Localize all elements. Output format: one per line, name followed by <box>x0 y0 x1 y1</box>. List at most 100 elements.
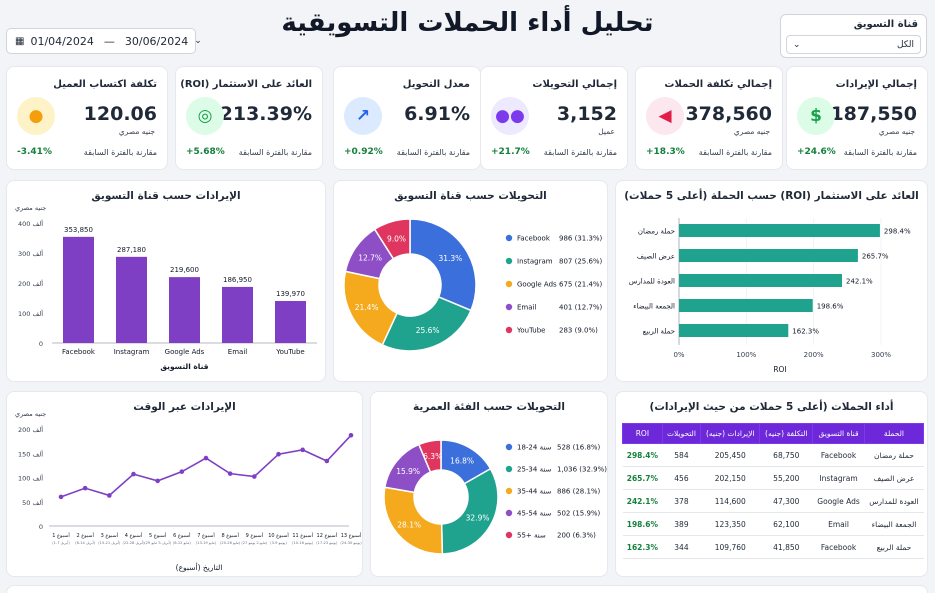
kpi-card: تكلفة اكتساب العميل 120.06 جنيه مصري ● مقارن… <box>6 66 168 170</box>
data-point <box>324 458 330 464</box>
x-tick-sublabel: (22-28 أبريل) <box>122 540 145 545</box>
top-campaigns-table: الحملة قناة التسويق التكلفة (جنيه) الإيرادا… <box>622 423 925 559</box>
legend-marker <box>505 443 513 451</box>
table-row: العودة للمدارس Google Ads 47,300 114,600 378… <box>622 489 924 513</box>
kpi-title: إجمالي الإيرادات <box>835 79 917 90</box>
slice-label: 6.3% <box>423 452 442 461</box>
y-tick-label: 200 ألف <box>18 425 43 434</box>
table-cell: 265.7% <box>622 466 663 490</box>
x-tick-label: 300% <box>871 351 891 359</box>
table-cell: 205,450 <box>700 443 760 467</box>
kpi-value: 1,187,550 <box>810 103 917 125</box>
pie-slice <box>343 270 398 346</box>
pie-slice <box>409 218 477 312</box>
y-tick-label: 100 ألف <box>18 309 43 318</box>
x-tick-label: أسبوع 8 <box>221 532 239 539</box>
kpi-title: إجمالي تكلفة الحملات <box>664 79 772 90</box>
legend-marker <box>505 509 513 517</box>
bar <box>275 301 306 343</box>
revenue-over-time-chart: جنيه مصري 0 50 ألف 100 ألف 150 ألف 200 ألف أسب… <box>15 410 362 572</box>
table-cell: 389 <box>662 512 701 536</box>
x-tick-label: أسبوع 10 <box>268 532 289 539</box>
table-cell: حملة الربيع <box>864 535 924 559</box>
kpi-compare: مقارنة بالفترة السابقة <box>543 148 617 157</box>
y-tick-label: 0 <box>39 340 43 348</box>
legend-label: Google Ads <box>517 281 557 289</box>
pie-slice <box>373 218 411 260</box>
slice-label: 15.9% <box>396 467 420 476</box>
table-cell: 378 <box>662 489 701 513</box>
table-cell: 298.4% <box>622 443 663 467</box>
legend-value: 200 (6.3%) <box>557 532 596 540</box>
footer-bar <box>6 585 928 593</box>
legend-value: 528 (16.8%) <box>557 444 601 452</box>
table-row: عرض الصيف Instagram 55,200 202,150 456 265.7% <box>622 466 924 490</box>
data-point <box>252 474 257 479</box>
kpi-card: معدل التحويل 6.91% ↗ مقارنة بالفترة السابقة… <box>333 66 481 170</box>
table-header-cell: قناة التسويق <box>812 423 865 444</box>
date-range-picker[interactable]: ▦ 01/04/2024 — 30/06/2024 ⌄ <box>6 28 202 54</box>
table-cell: Email <box>812 512 865 536</box>
x-tick-label: 200% <box>804 351 824 359</box>
y-tick-label: الجمعة البيضاء <box>633 303 675 311</box>
legend-marker <box>505 326 513 334</box>
top-campaigns-title: أداء الحملات (أعلى 5 حملات من حيث الإيرا… <box>649 401 894 413</box>
conversions-by-channel-title: التحويلات حسب قناة التسويق <box>394 190 547 202</box>
slice-label: 16.8% <box>450 457 474 466</box>
bar-label: 298.4% <box>884 228 911 236</box>
table-cell: 344 <box>662 535 701 559</box>
table-cell: Facebook <box>812 535 865 559</box>
chevron-down-icon: ⌄ <box>793 39 801 50</box>
kpi-compare: مقارنة بالفترة السابقة <box>396 148 470 157</box>
legend-marker <box>505 234 513 242</box>
revenue-by-channel-chart: جنيه مصري 0 100 ألف 200 ألف 300 ألف 400 ألف 35… <box>15 204 317 371</box>
y-tick-label: حملة الربيع <box>643 328 675 336</box>
chevron-down-icon: ⌄ <box>194 36 202 46</box>
kpi-value: 213.39% <box>219 103 312 125</box>
table-cell: 202,150 <box>700 466 760 490</box>
data-point <box>203 455 209 461</box>
kpi-unit: جنيه مصري <box>878 127 915 136</box>
x-tick-label: Instagram <box>114 348 150 356</box>
revenue-over-time-title: الإيرادات عبر الوقت <box>133 401 236 413</box>
x-tick-label: أسبوع 3 <box>101 532 119 539</box>
kpi-card: إجمالي الإيرادات 1,187,550 جنيه مصري $ مقارن… <box>786 66 928 170</box>
top-campaigns-card: أداء الحملات (أعلى 5 حملات من حيث الإيرا… <box>615 391 928 577</box>
pie-slice <box>440 467 499 555</box>
roi-by-campaign-chart: 0% 100% 200% 300% 298.4% حملة رمضان 265.7% عرض … <box>629 218 911 374</box>
table-cell: 114,600 <box>700 489 760 513</box>
x-tick-label: أسبوع 9 <box>246 532 264 539</box>
table-cell: 456 <box>662 466 701 490</box>
bar <box>63 236 94 343</box>
revenue-over-time-card: الإيرادات عبر الوقت جنيه مصري 0 50 ألف 100 … <box>6 391 363 577</box>
legend-value: 807 (25.6%) <box>559 258 603 266</box>
channel-filter: قناة التسويق الكل ⌄ <box>780 14 927 58</box>
megaphone-icon: ◀ <box>646 97 684 135</box>
x-tick-label: Google Ads <box>165 348 205 356</box>
money-bag-icon: $ <box>797 97 835 135</box>
bar <box>116 256 147 343</box>
bar-label: 139,970 <box>276 290 305 298</box>
legend-label: YouTube <box>516 327 545 335</box>
channel-select[interactable]: الكل ⌄ <box>786 35 921 54</box>
series-line <box>60 434 352 498</box>
channel-select-value: الكل <box>896 39 914 50</box>
data-point <box>348 433 354 438</box>
person-icon: ● <box>17 97 55 135</box>
table-row: حملة رمضان Facebook 68,750 205,450 584 298.4% <box>622 443 924 467</box>
legend-value: 986 (31.3%) <box>559 235 603 243</box>
x-tick-label: أسبوع 13 <box>341 532 362 539</box>
y-tick-label: عرض الصيف <box>637 253 675 261</box>
data-point <box>107 493 112 498</box>
conversions-by-age-chart: 16.8% 32.9% 28.1% 15.9%6.3% 18-24 سنة 528 (16… <box>383 439 607 555</box>
pie-slice <box>381 295 472 352</box>
revenue-by-channel-card: الإيرادات حسب قناة التسويق جنيه مصري 0 100… <box>6 180 326 382</box>
kpi-change: +5.68% <box>186 147 225 157</box>
kpi-compare: مقارنة بالفترة السابقة <box>843 148 917 157</box>
x-tick-sublabel: (10-16 يونيو) <box>292 541 314 545</box>
kpi-unit: عميل <box>598 127 615 136</box>
kpi-compare: مقارنة بالفترة السابقة <box>238 148 312 157</box>
kpi-title: العائد على الاستثمار (ROI) <box>180 79 312 90</box>
x-tick-sublabel: (15-21 أبريل) <box>98 540 121 545</box>
kpi-card: العائد على الاستثمار (ROI) 213.39% ◎ مقارنة… <box>175 66 323 170</box>
